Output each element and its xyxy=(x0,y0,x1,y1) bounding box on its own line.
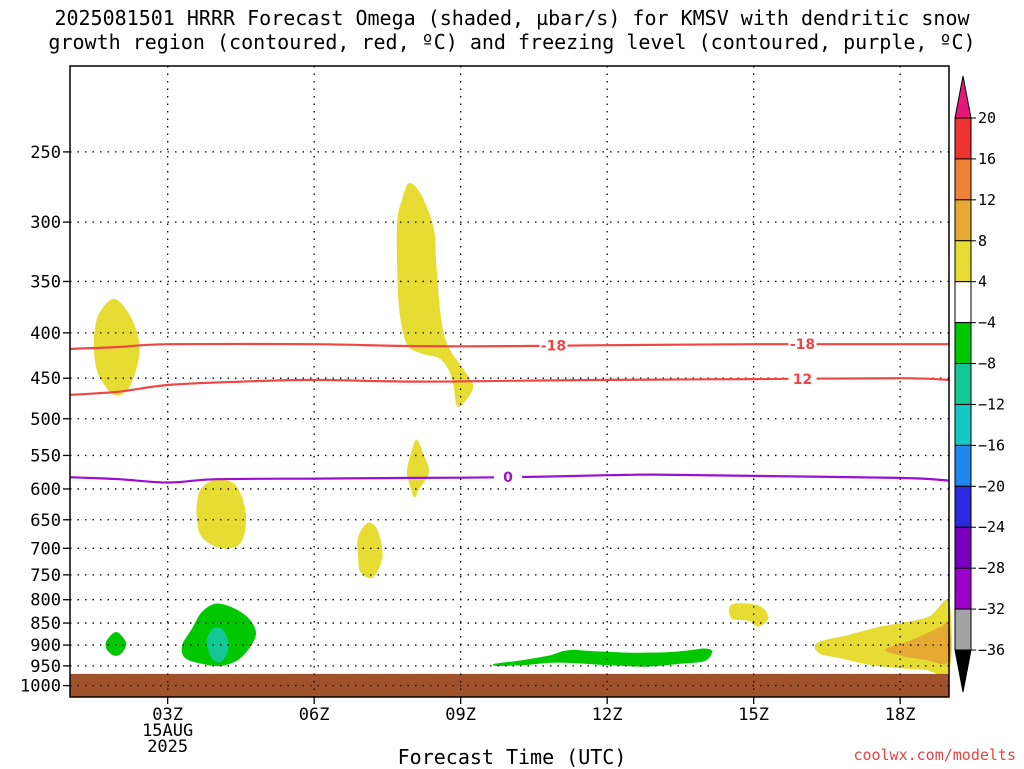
x-tick-label-09Z: 09Z xyxy=(445,705,476,725)
colorbar-tick-label-3: 12 xyxy=(978,191,996,209)
colorbar-segment-5 xyxy=(954,281,972,324)
y-tick-label-850: 850 xyxy=(30,614,61,634)
y-tick-label-350: 350 xyxy=(30,272,61,292)
omega-region-2 xyxy=(396,182,474,408)
y-tick-label-800: 800 xyxy=(30,591,61,611)
colorbar: 20 16 12 8 4 −4 −8 −12 −16 −20 −24 −28 −32 −36 xyxy=(954,75,1005,693)
credit-text: coolwx.com/modelts xyxy=(853,746,1016,764)
x-tick-sublabel-1: 15AUG xyxy=(142,721,193,741)
y-tick-label-650: 650 xyxy=(30,511,61,531)
omega-region-8 xyxy=(885,621,952,665)
chart-title: 2025081501 HRRR Forecast Omega (shaded, … xyxy=(0,6,1024,54)
colorbar-tick-label-6: −4 xyxy=(978,314,996,332)
colorbar-bottom-arrow xyxy=(954,649,972,693)
y-tick-label-250: 250 xyxy=(30,143,61,163)
colorbar-tick-label-8: −12 xyxy=(978,395,1005,413)
y-tick-label-950: 950 xyxy=(30,657,61,677)
colorbar-tick-label-5: 4 xyxy=(978,273,987,291)
colorbar-segment-10 xyxy=(954,485,972,528)
y-tick-label-450: 450 xyxy=(30,369,61,389)
contour-label-1-1: -18 xyxy=(541,339,566,355)
omega-region-9 xyxy=(105,631,127,656)
x-tick-label-03Z: 03Z xyxy=(152,705,183,725)
omega-region-5 xyxy=(357,522,383,579)
y-tick-label-300: 300 xyxy=(30,213,61,233)
x-tick-label-06Z: 06Z xyxy=(299,705,330,725)
colorbar-segment-4 xyxy=(954,240,972,283)
contour-label-bg-2-1 xyxy=(788,370,817,387)
colorbar-segment-8 xyxy=(954,403,972,446)
x-tick-label-18Z: 18Z xyxy=(885,705,916,725)
chart-title-line-2: growth region (contoured, red, ºC) and f… xyxy=(48,30,976,54)
colorbar-tick-label-4: 8 xyxy=(978,232,987,250)
colorbar-segment-2 xyxy=(954,158,972,201)
x-tick-sublabel-2: 2025 xyxy=(147,737,188,757)
colorbar-segment-13 xyxy=(954,608,972,651)
contour-label-2-1: 12 xyxy=(793,372,812,388)
contour-line-2 xyxy=(69,377,950,396)
y-tick-label-500: 500 xyxy=(30,410,61,430)
contour-line-1 xyxy=(69,342,949,350)
contour-line-3 xyxy=(69,473,950,484)
colorbar-tick-label-7: −8 xyxy=(978,355,996,373)
colorbar-tick-label-14: −36 xyxy=(978,641,1005,659)
omega-region-12 xyxy=(492,648,713,667)
y-tick-label-700: 700 xyxy=(30,539,61,559)
colorbar-tick-label-12: −28 xyxy=(978,559,1005,577)
y-tick-label-400: 400 xyxy=(30,324,61,344)
colorbar-segment-6 xyxy=(954,322,972,365)
colorbar-tick-label-1: 20 xyxy=(978,109,996,127)
contour-label-bg-1-2 xyxy=(788,336,817,353)
colorbar-top-arrow xyxy=(954,75,972,119)
x-axis-label: Forecast Time (UTC) xyxy=(397,745,627,769)
omega-region-4 xyxy=(196,479,246,549)
ground-fill xyxy=(70,673,949,697)
plot-frame xyxy=(69,65,950,698)
colorbar-segment-3 xyxy=(954,199,972,242)
colorbar-segment-12 xyxy=(954,567,972,610)
colorbar-tick-label-10: −20 xyxy=(978,477,1005,495)
y-tick-label-1000: 1000 xyxy=(20,677,61,697)
colorbar-segment-9 xyxy=(954,444,972,487)
contour-label-bg-3-1 xyxy=(494,469,523,486)
grid-lines xyxy=(70,66,949,697)
omega-region-3 xyxy=(406,439,430,498)
x-tick-label-12Z: 12Z xyxy=(592,705,623,725)
colorbar-segment-7 xyxy=(954,363,972,405)
colorbar-segment-1 xyxy=(954,117,972,160)
colorbar-tick-label-9: −16 xyxy=(978,436,1005,454)
colorbar-tick-label-13: −32 xyxy=(978,600,1005,618)
contour-lines: -18 -18 12 0 xyxy=(69,336,950,486)
colorbar-tick-label-2: 16 xyxy=(978,150,996,168)
chart-title-line-1: 2025081501 HRRR Forecast Omega (shaded, … xyxy=(54,6,970,30)
y-tick-label-600: 600 xyxy=(30,480,61,500)
contour-label-bg-1-1 xyxy=(539,337,568,354)
y-tick-label-900: 900 xyxy=(30,636,61,656)
x-tick-label-15Z: 15Z xyxy=(738,705,769,725)
omega-shaded-regions xyxy=(93,182,952,677)
y-tick-label-550: 550 xyxy=(30,446,61,466)
colorbar-segment-11 xyxy=(954,526,972,569)
colorbar-tick-label-11: −24 xyxy=(978,518,1005,536)
contour-label-1-2: -18 xyxy=(790,337,815,353)
omega-region-11 xyxy=(206,626,229,663)
y-axis-ticks: 2503003504004505005506006507007508008509… xyxy=(20,143,70,697)
y-tick-label-750: 750 xyxy=(30,566,61,586)
omega-region-6 xyxy=(728,603,769,627)
contour-label-3-1: 0 xyxy=(503,470,513,486)
